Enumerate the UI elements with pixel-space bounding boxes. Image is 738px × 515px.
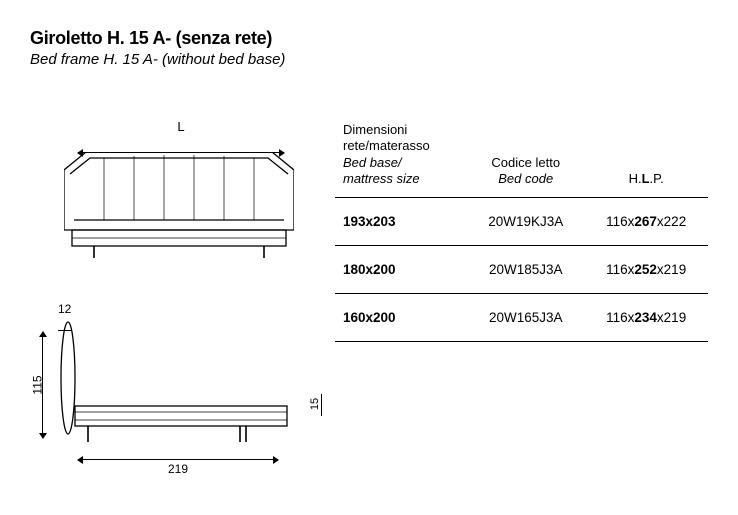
dimension-L: L bbox=[78, 118, 284, 153]
spec-table-container: Dimensioni rete/materasso Bed base/ matt… bbox=[335, 118, 708, 472]
title-secondary: Bed frame H. 15 A- (without bed base) bbox=[30, 51, 708, 68]
spec-table-body: 193x203 20W19KJ3A 116x267x222 180x200 20… bbox=[335, 198, 708, 342]
technical-drawings: L bbox=[30, 118, 295, 472]
cell-size: 193x203 bbox=[335, 198, 467, 246]
dimension-15-label: 15 bbox=[309, 398, 321, 410]
table-row: 193x203 20W19KJ3A 116x267x222 bbox=[335, 198, 708, 246]
dimension-12-label: 12 bbox=[58, 302, 71, 316]
front-view-svg bbox=[64, 152, 294, 262]
side-view-svg bbox=[60, 320, 294, 450]
table-row: 160x200 20W165J3A 116x234x219 bbox=[335, 294, 708, 342]
table-row: 180x200 20W185J3A 116x252x219 bbox=[335, 246, 708, 294]
dimension-L-label: L bbox=[177, 119, 184, 134]
spec-table: Dimensioni rete/materasso Bed base/ matt… bbox=[335, 122, 708, 342]
title-primary: Giroletto H. 15 A- (senza rete) bbox=[30, 28, 708, 49]
cell-hlp: 116x252x219 bbox=[584, 246, 708, 294]
dimension-115-label: 115 bbox=[31, 375, 45, 394]
cell-code: 20W185J3A bbox=[467, 246, 584, 294]
side-view: 12 115 15 219 bbox=[30, 302, 295, 472]
dimension-115: 115 bbox=[30, 332, 56, 438]
cell-hlp: 116x267x222 bbox=[584, 198, 708, 246]
cell-hlp: 116x234x219 bbox=[584, 294, 708, 342]
col-header-size: Dimensioni rete/materasso Bed base/ matt… bbox=[335, 122, 467, 198]
front-view: L bbox=[30, 118, 295, 278]
cell-code: 20W165J3A bbox=[467, 294, 584, 342]
cell-size: 180x200 bbox=[335, 246, 467, 294]
col-header-code: Codice letto Bed code bbox=[467, 122, 584, 198]
cell-size: 160x200 bbox=[335, 294, 467, 342]
dimension-219-label: 219 bbox=[78, 462, 278, 476]
cell-code: 20W19KJ3A bbox=[467, 198, 584, 246]
col-header-hlp: H.L.P. bbox=[584, 122, 708, 198]
dimension-219: 219 bbox=[78, 459, 278, 476]
